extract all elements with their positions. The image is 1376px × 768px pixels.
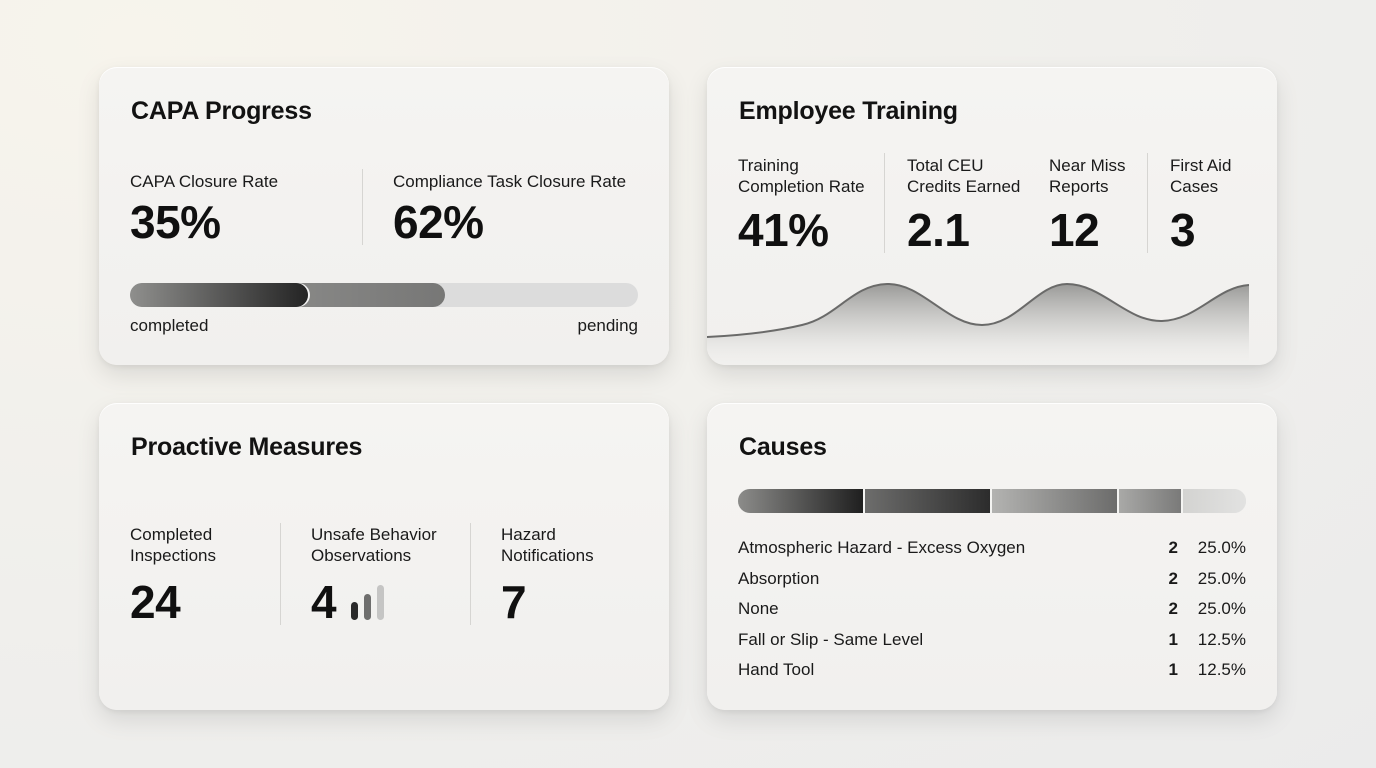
training-card-title: Employee Training — [739, 97, 958, 125]
capa-closure-rate-label: CAPA Closure Rate — [130, 172, 279, 191]
cause-percent: 25.0% — [1197, 538, 1246, 557]
first-aid-value: 3 — [1170, 204, 1196, 256]
cause-row: Absorption 2 25.0% — [738, 569, 1246, 593]
cause-percent: 25.0% — [1197, 599, 1246, 618]
divider — [362, 169, 363, 245]
causes-bar-segment — [1119, 489, 1183, 513]
hazard-notifications-label: Hazard Notifications — [501, 524, 594, 566]
cause-count: 2 — [1168, 568, 1178, 588]
cause-count: 1 — [1168, 629, 1178, 649]
causes-card: Causes Atmospheric Hazard - Excess Oxyge… — [707, 403, 1277, 710]
cause-name: Atmospheric Hazard - Excess Oxygen — [738, 538, 1026, 557]
training-completion-label: Training Completion Rate — [738, 155, 865, 197]
cause-name: Absorption — [738, 568, 820, 588]
causes-stacked-bar — [738, 489, 1246, 513]
completed-label: completed — [130, 316, 209, 335]
divider — [884, 153, 885, 253]
cause-name: Hand Tool — [738, 660, 815, 679]
causes-bar-segment — [738, 489, 865, 513]
divider — [280, 523, 281, 625]
label-line: Total CEU — [907, 156, 984, 175]
capa-card-title: CAPA Progress — [131, 97, 312, 125]
proactive-measures-card: Proactive Measures Completed Inspections… — [99, 403, 669, 710]
wave-line — [707, 282, 1250, 338]
ceu-credits-value: 2.1 — [907, 204, 970, 256]
causes-bar-segment — [992, 489, 1119, 513]
label-line: Cases — [1170, 177, 1219, 196]
causes-card-title: Causes — [739, 433, 827, 461]
pending-label: pending — [577, 316, 638, 335]
capa-progress-bar — [130, 283, 638, 307]
near-miss-label: Near Miss Reports — [1049, 155, 1126, 197]
label-line: Unsafe Behavior — [311, 525, 437, 544]
employee-training-card: Employee Training Training Completion Ra… — [707, 67, 1277, 365]
label-line: Hazard — [501, 525, 556, 544]
first-aid-label: First Aid Cases — [1170, 155, 1231, 197]
label-line: Near Miss — [1049, 156, 1126, 175]
cause-percent: 12.5% — [1197, 660, 1246, 679]
progress-completed-segment — [130, 283, 308, 307]
label-line: Training — [738, 156, 799, 175]
compliance-closure-rate-value: 62% — [393, 196, 484, 248]
cause-row: Hand Tool 1 12.5% — [738, 660, 1246, 684]
cause-name: None — [738, 599, 779, 618]
label-line: Completed — [130, 525, 213, 544]
divider — [470, 523, 471, 625]
unsafe-behavior-value: 4 — [311, 576, 337, 628]
training-completion-value: 41% — [738, 204, 829, 256]
causes-bar-segment — [865, 489, 992, 513]
hazard-notifications-value: 7 — [501, 576, 527, 628]
mini-bar — [364, 594, 371, 620]
label-line: Credits Earned — [907, 177, 1021, 196]
cause-row: Atmospheric Hazard - Excess Oxygen 2 25.0% — [738, 538, 1246, 562]
causes-bar-segment — [1182, 489, 1246, 513]
cause-row: Fall or Slip - Same Level 1 12.5% — [738, 630, 1246, 654]
completed-inspections-value: 24 — [130, 576, 181, 628]
label-line: Observations — [311, 546, 412, 565]
proactive-card-title: Proactive Measures — [131, 433, 363, 461]
cause-count: 2 — [1168, 538, 1178, 557]
cause-count: 2 — [1168, 599, 1178, 618]
label-line: Notifications — [501, 546, 594, 565]
label-line: First Aid — [1170, 156, 1232, 175]
cause-name: Fall or Slip - Same Level — [738, 629, 924, 649]
completed-inspections-label: Completed Inspections — [130, 524, 216, 566]
cause-row: None 2 25.0% — [738, 599, 1246, 623]
label-line: Inspections — [130, 546, 216, 565]
capa-progress-card: CAPA Progress CAPA Closure Rate 35% Comp… — [99, 67, 669, 365]
capa-closure-rate-value: 35% — [130, 196, 221, 248]
training-trend-wave — [707, 282, 1250, 365]
label-line: Completion Rate — [738, 177, 865, 196]
unsafe-behavior-label: Unsafe Behavior Observations — [311, 524, 437, 566]
divider — [1147, 153, 1148, 253]
compliance-closure-rate-label: Compliance Task Closure Rate — [393, 172, 627, 191]
cause-percent: 12.5% — [1197, 629, 1246, 649]
mini-bar — [351, 602, 358, 620]
ceu-credits-label: Total CEU Credits Earned — [907, 155, 1020, 197]
cause-count: 1 — [1168, 660, 1178, 679]
cause-percent: 25.0% — [1197, 568, 1246, 588]
label-line: Reports — [1049, 177, 1109, 196]
near-miss-value: 12 — [1049, 204, 1100, 256]
mini-bar — [377, 585, 384, 620]
